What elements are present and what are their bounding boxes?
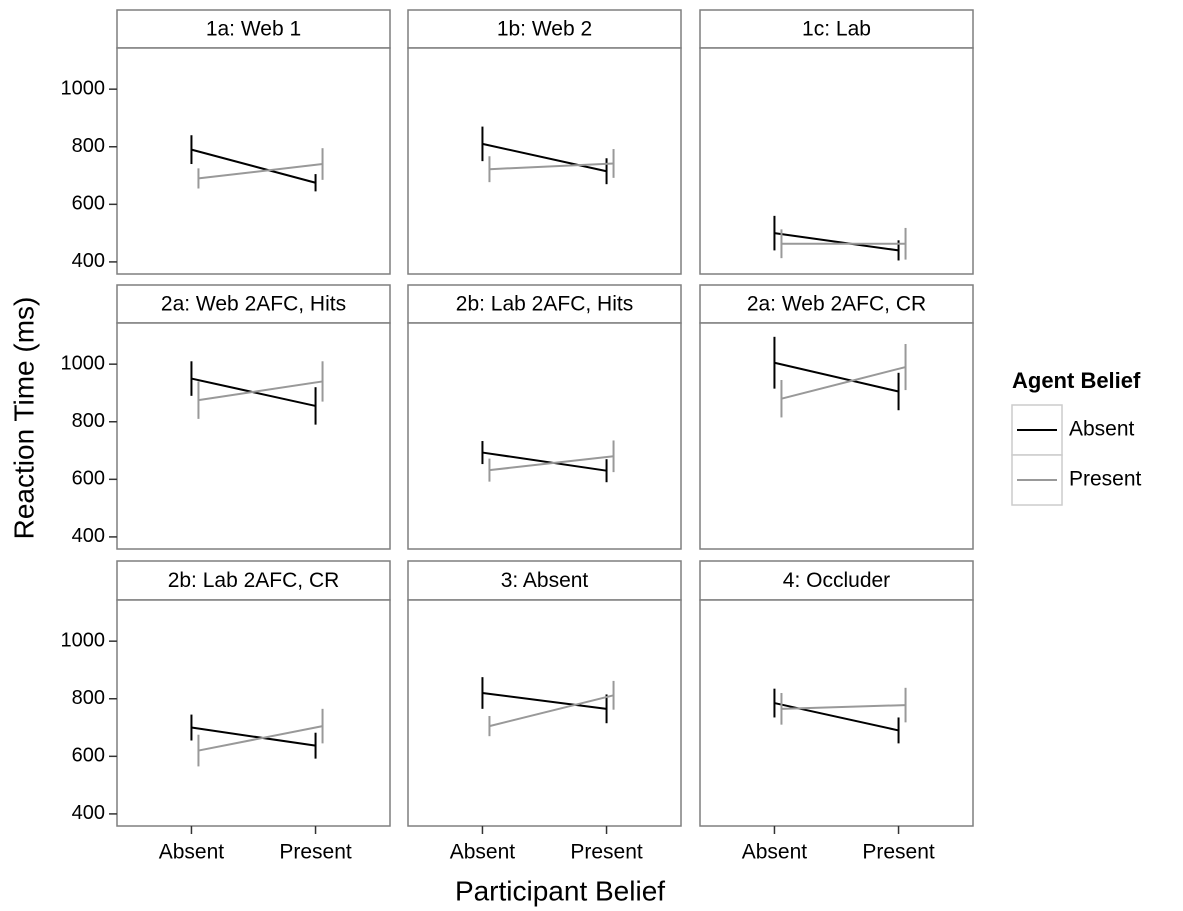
series-line	[191, 148, 316, 184]
panel-title: 1a: Web 1	[206, 18, 301, 41]
panel	[699, 322, 974, 550]
y-tick-label: 400	[72, 250, 105, 272]
series-line	[489, 455, 614, 472]
x-tick-label: Absent	[450, 841, 516, 864]
y-tick-label: 800	[72, 687, 105, 709]
strip	[407, 560, 682, 601]
panel-title: 2a: Web 2AFC, CR	[747, 293, 926, 316]
y-tick-label: 400	[72, 802, 105, 824]
x-axis-title: Participant Belief	[455, 875, 665, 906]
series-line	[774, 232, 899, 252]
series-line	[482, 451, 607, 472]
panel-title: 1c: Lab	[802, 18, 871, 41]
series-line	[774, 361, 899, 393]
panel	[116, 322, 391, 550]
series-line	[191, 726, 316, 747]
y-tick-label: 600	[72, 745, 105, 767]
y-tick-label: 600	[72, 468, 105, 490]
y-tick-label: 400	[72, 525, 105, 547]
x-tick-label: Absent	[742, 841, 808, 864]
y-tick-label: 1000	[61, 629, 106, 651]
y-tick-label: 1000	[61, 77, 106, 99]
panel	[699, 599, 974, 827]
y-tick-label: 600	[72, 193, 105, 215]
x-tick-label: Present	[279, 841, 352, 864]
panel	[116, 599, 391, 827]
series-line	[198, 163, 323, 180]
x-tick-label: Present	[570, 841, 643, 864]
series-line	[198, 725, 323, 752]
strip	[116, 560, 391, 601]
strip	[116, 9, 391, 49]
panel-title: 4: Occluder	[783, 569, 890, 592]
panel	[407, 47, 682, 275]
strip	[699, 284, 974, 324]
strip	[116, 284, 391, 324]
panel-title: 2b: Lab 2AFC, CR	[168, 569, 340, 592]
strip	[699, 560, 974, 601]
strip	[407, 9, 682, 49]
series-line	[489, 694, 614, 728]
series-line	[489, 162, 614, 171]
panel	[407, 322, 682, 550]
panel-title: 3: Absent	[501, 569, 589, 592]
y-axis-title: Reaction Time (ms)	[8, 297, 39, 540]
series-line	[781, 704, 906, 710]
y-tick-label: 800	[72, 135, 105, 157]
x-tick-label: Present	[862, 841, 935, 864]
strip	[407, 284, 682, 324]
panel-title: 1b: Web 2	[497, 18, 592, 41]
y-tick-label: 800	[72, 410, 105, 432]
panel-title: 2b: Lab 2AFC, Hits	[456, 293, 633, 316]
legend-title: Agent Belief	[1012, 368, 1141, 393]
series-line	[482, 691, 607, 710]
series-line	[482, 142, 607, 173]
panel-title: 2a: Web 2AFC, Hits	[161, 293, 346, 316]
x-tick-label: Absent	[159, 841, 225, 864]
panel	[116, 47, 391, 275]
series-line	[781, 366, 906, 400]
legend-label: Present	[1069, 468, 1142, 491]
series-line	[198, 380, 323, 402]
y-tick-label: 1000	[61, 352, 106, 374]
panel	[699, 47, 974, 275]
legend-label: Absent	[1069, 418, 1135, 441]
